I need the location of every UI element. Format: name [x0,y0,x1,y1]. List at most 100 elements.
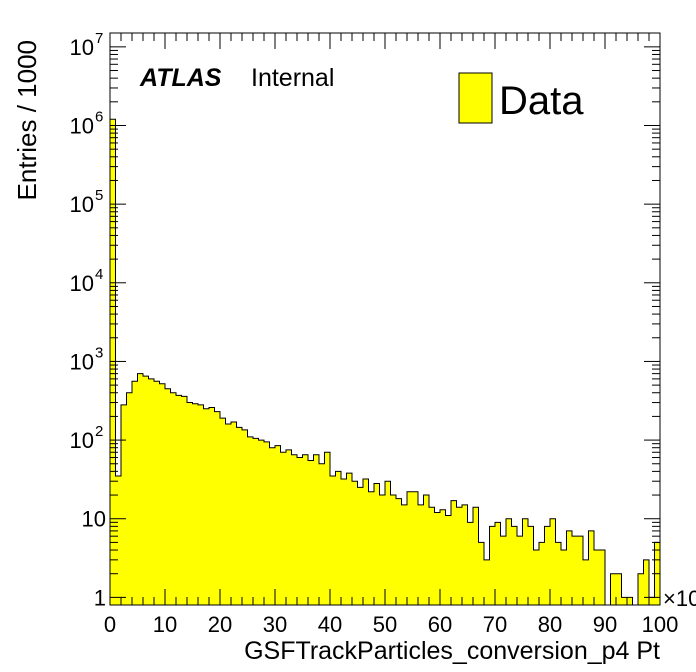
histogram-bar [434,512,440,605]
atlas-label: ATLAS Internal [139,64,334,92]
x-tick-label: 10 [153,612,177,637]
histogram-bars [109,118,661,606]
histogram-bar [528,526,534,605]
y-tick-label: 10 4 [70,266,104,296]
legend-entry-data: Data [499,79,584,123]
histogram-bar [198,404,204,605]
histogram-bar [390,495,396,605]
histogram-bar [330,475,336,605]
histogram-bar [440,509,446,605]
histogram-bar [368,491,374,605]
axis-ticks [109,33,661,605]
histogram-bar [253,438,259,605]
y-tick-exponent: 5 [95,187,103,204]
histogram-bar [462,504,468,605]
y-tick-base: 10 [70,113,94,138]
histogram-bar [506,518,512,605]
x-tick-label: 80 [538,612,562,637]
histogram-bar [247,436,253,605]
histogram-bar [638,573,644,605]
histogram-bar [236,427,242,605]
x-axis-label: GSFTrackParticles_conversion_p4 Pt [244,637,660,665]
histogram-bar [324,452,330,605]
histogram-bar [445,515,451,605]
histogram-bar [478,542,484,605]
histogram-bar [522,518,528,605]
histogram-bar [357,487,363,605]
histogram-bar [511,526,517,605]
histogram-bar [467,522,473,605]
x-tick-label: 0 [104,612,116,637]
histogram-bar [159,383,165,605]
x-tick-labels: 0 10 20 30 40 50 60 70 80 90 100 [104,612,678,637]
y-tick-base: 10 [82,507,106,532]
y-tick-label: 1 [94,585,106,610]
y-tick-exponent: 3 [95,344,103,361]
atlas-bold-label: ATLAS [139,64,222,92]
histogram-bar [649,597,655,605]
histogram-bar [110,119,116,606]
atlas-internal-label: Internal [251,64,334,92]
histogram-bar [555,542,561,605]
histogram-bar [473,507,479,605]
histogram-bar [115,475,121,605]
histogram-bar [291,454,297,605]
histogram-bar [550,518,556,605]
histogram-bar [616,573,622,605]
y-tick-exponent: 6 [95,108,103,125]
histogram-bar [374,483,380,605]
histogram-bar [335,471,341,605]
y-tick-exponent: 2 [95,423,103,440]
histogram-bar [423,495,429,605]
histogram-bar [148,378,154,605]
histogram-bar [484,559,490,605]
y-tick-exponent: 7 [95,30,103,47]
histogram-bar [170,392,176,605]
y-tick-label: 10 2 [70,423,104,453]
histogram-bar [599,550,605,605]
histogram-bar [500,536,506,605]
y-tick-base: 10 [70,428,94,453]
histogram-bar [192,403,198,605]
y-tick-base: 10 [70,192,94,217]
histogram-bar [181,396,187,605]
histogram-bar [269,447,275,605]
histogram-bar [143,376,149,605]
histogram-bar [572,536,578,605]
x-tick-label: 100 [642,612,679,637]
histogram-bar [517,536,523,605]
histogram-bar [594,550,600,605]
histogram-bar [544,526,550,605]
histogram-bar [533,550,539,605]
histogram-bar [220,418,226,605]
histogram-bar [577,536,583,605]
legend: Data [458,72,584,124]
x-tick-label: 50 [373,612,397,637]
histogram-bar [132,381,138,605]
x-tick-label: 70 [483,612,507,637]
histogram-bar [588,530,594,605]
y-tick-label: 10 6 [70,108,104,138]
histogram-outline [109,118,661,606]
histogram-bar [121,404,127,605]
y-axis-label: Entries / 1000 [12,40,42,200]
histogram-bar [456,507,462,605]
histogram-bar [561,550,567,605]
y-tick-exponent: 4 [95,266,103,283]
x-tick-label: 40 [318,612,342,637]
histogram-bar [429,507,435,605]
histogram-bar [126,392,132,605]
histogram-bar [489,526,495,605]
histogram-bar [286,449,292,605]
histogram-bar [451,500,457,605]
histogram-bar [203,408,209,605]
histogram-bar [346,473,352,605]
histogram-bar [258,440,264,605]
y-tick-label: 10 7 [70,30,104,60]
histogram-bar [418,504,424,605]
y-tick-label: 10 [82,507,106,532]
histogram-bar [341,479,347,605]
x-tick-label: 30 [263,612,287,637]
histogram-bar [627,597,633,605]
histogram-bar [176,395,182,605]
